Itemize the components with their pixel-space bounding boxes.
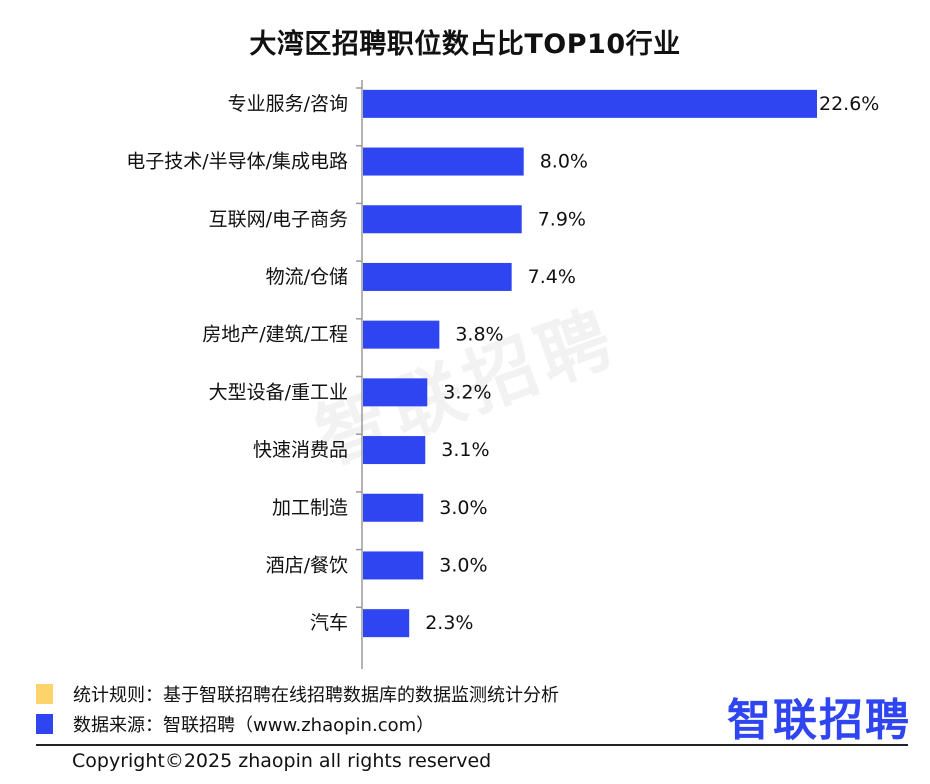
bar [363,551,424,580]
bar [363,262,512,291]
category-label: 酒店/餐饮 [266,554,348,576]
category-label: 房地产/建筑/工程 [202,324,348,346]
footer-divider [36,744,908,746]
note-source-text: 数据来源：智联招聘（www.zhaopin.com） [73,715,435,736]
note-rule-swatch [36,684,53,704]
value-label: 3.8% [455,324,503,346]
bar [363,493,424,522]
category-label: 专业服务/咨询 [228,93,348,115]
category-label: 互联网/电子商务 [209,208,348,230]
bar [363,205,522,234]
value-label: 22.6% [819,93,879,115]
note-source: 数据来源：智联招聘（www.zhaopin.com） [36,712,434,736]
note-rule: 统计规则：基于智联招聘在线招聘数据库的数据监测统计分析 [36,682,559,706]
bar-chart: 专业服务/咨询 22.6% 电子技术/半导体/集成电路 8.0% 互联网/电子商务 7.9… [126,80,879,669]
category-label: 大型设备/重工业 [209,381,348,403]
value-label: 3.2% [443,381,491,403]
value-label: 3.0% [439,554,487,576]
value-label: 7.4% [528,266,576,288]
bar [363,436,426,465]
bar [363,320,440,349]
category-label: 加工制造 [272,497,348,519]
chart-title: 大湾区招聘职位数占比TOP10行业 [249,29,681,60]
category-label: 物流/仓储 [266,266,348,288]
category-label: 快速消费品 [253,439,348,461]
bar [363,147,524,176]
bar [363,609,410,638]
note-source-swatch [36,714,53,734]
bar [363,89,817,118]
category-label: 汽车 [310,612,348,634]
zhaopin-logo: 智联招聘 [727,695,911,746]
category-label: 电子技术/半导体/集成电路 [126,151,348,173]
bar [363,378,428,407]
value-label: 8.0% [540,151,588,173]
copyright-text: Copyright©2025 zhaopin all rights reserv… [72,750,492,772]
note-rule-text: 统计规则：基于智联招聘在线招聘数据库的数据监测统计分析 [73,685,559,706]
value-label: 2.3% [425,612,473,634]
value-label: 3.1% [441,439,489,461]
value-label: 7.9% [538,208,586,230]
value-label: 3.0% [439,497,487,519]
